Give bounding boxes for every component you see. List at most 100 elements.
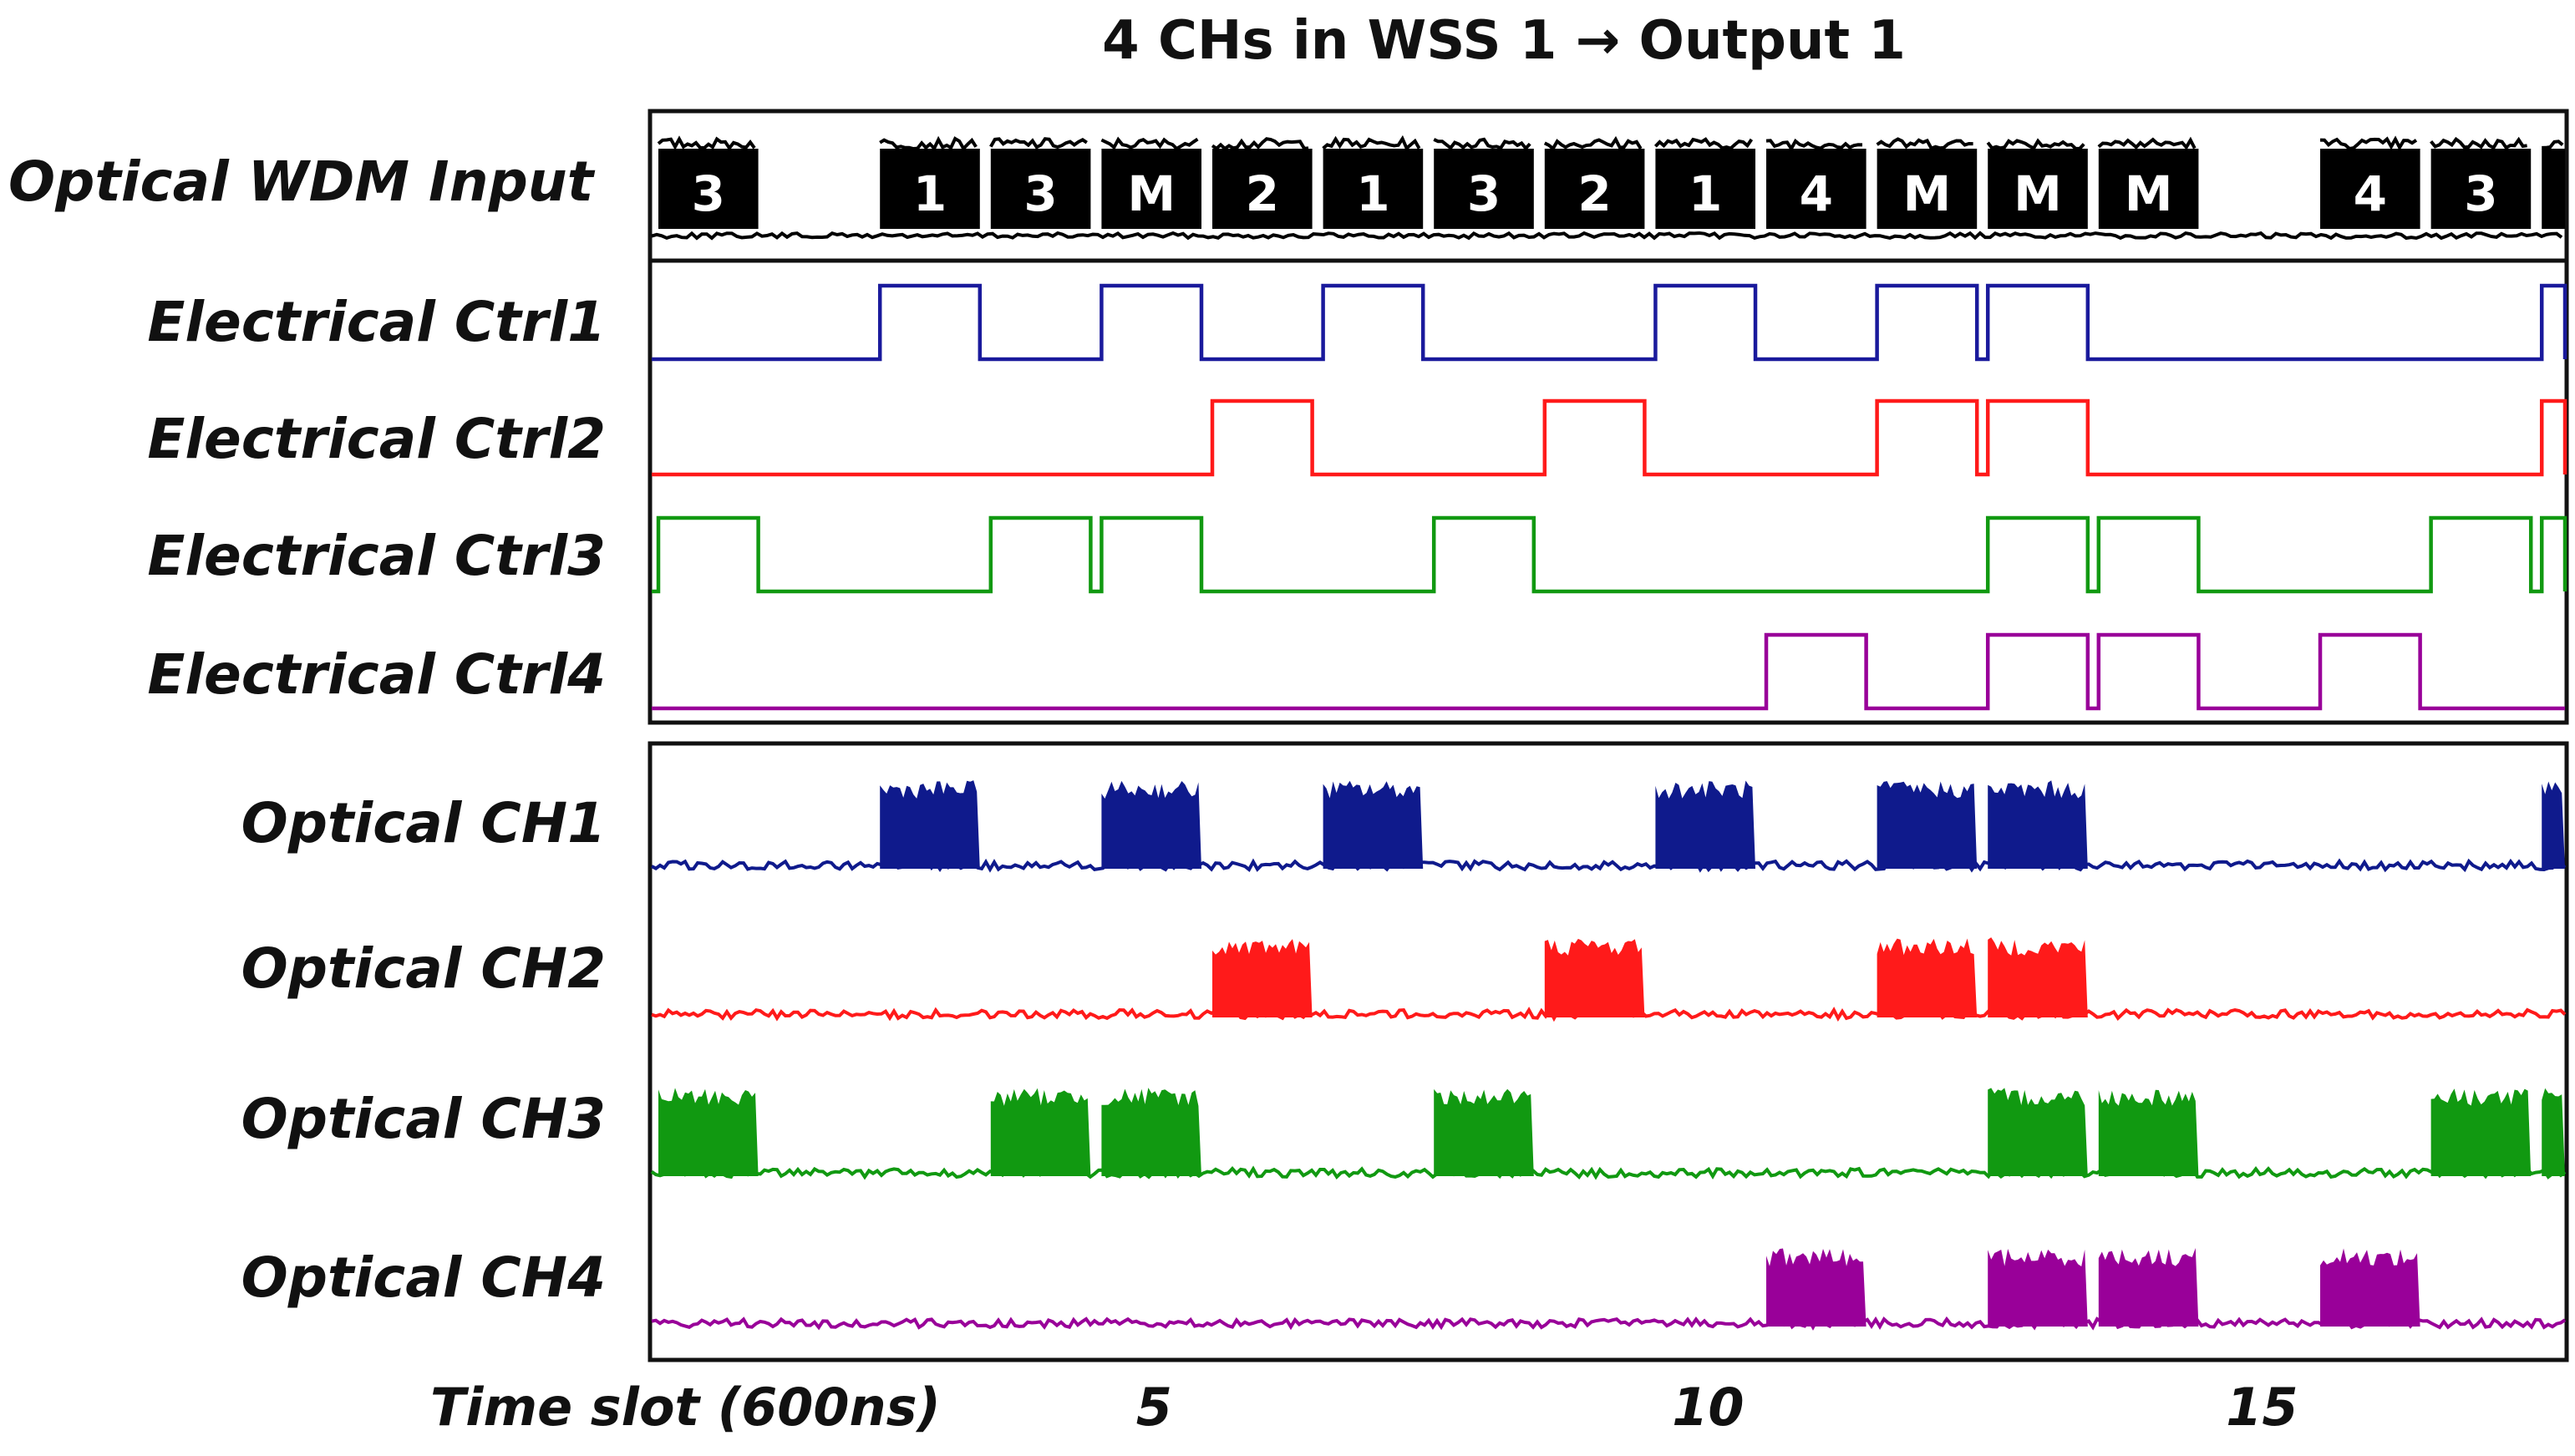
input-packet-noise	[2319, 135, 2418, 151]
wdm-input-trace: 3 1 3 M 2 1 3 2 1 4 M M M 4 3	[651, 134, 2565, 241]
input-packet-label: 2	[1577, 165, 1611, 222]
x-axis-label: Time slot (600ns)	[430, 1377, 941, 1438]
input-packet: 4	[1765, 138, 1866, 229]
input-packet-noise	[1543, 135, 1643, 151]
input-packet-noise	[1100, 136, 1199, 151]
input-packet-block	[2098, 149, 2199, 229]
input-packet-label: 4	[2354, 165, 2387, 222]
input-packet-block	[2430, 149, 2532, 229]
optical-ch3-burst	[1101, 1088, 1202, 1176]
input-packet-noise	[1986, 138, 2085, 151]
input-packet: 4	[2319, 135, 2420, 229]
optical-ch1-trace	[651, 780, 2567, 873]
optical-ch4-burst	[1766, 1248, 1866, 1327]
x-ticks: 5 10 15	[1136, 1377, 2298, 1438]
chart-title: 4 CHs in WSS 1 → Output 1	[1102, 10, 1906, 72]
row-label-electrical-ctrl4: Electrical Ctrl4	[147, 642, 606, 707]
optical-ch4-burst	[2320, 1248, 2420, 1327]
optical-ch1-burst	[1877, 781, 1978, 869]
row-label-electrical-ctrl3: Electrical Ctrl3	[147, 524, 606, 588]
input-packet: M	[1986, 138, 2088, 229]
optical-ch3-burst	[2098, 1089, 2199, 1176]
optical-ch1-burst	[880, 780, 980, 869]
input-packet-noise	[657, 135, 756, 151]
input-packet-noise	[2542, 140, 2564, 150]
row-label-wdm-input: Optical WDM Input	[8, 150, 596, 214]
optical-ch4-burst	[1988, 1249, 2088, 1327]
input-packet-noise	[1765, 138, 1863, 152]
optical-ch2-burst	[1877, 938, 1978, 1017]
input-packet-label: 1	[1689, 165, 1722, 222]
input-packet-noise	[1211, 137, 1309, 151]
input-packet-label: 2	[1246, 165, 1279, 222]
input-packet-noise	[1876, 137, 1973, 151]
input-packet-noise	[989, 137, 1088, 150]
optical-ch3-burst	[1988, 1088, 2088, 1176]
input-packet-label: 1	[1356, 165, 1389, 222]
input-packet-label: 3	[1467, 165, 1501, 222]
row-label-electrical-ctrl1: Electrical Ctrl1	[147, 290, 606, 354]
input-packet-noise	[1322, 134, 1421, 151]
optical-ch1-burst	[2542, 781, 2565, 869]
input-packet-noise	[2097, 136, 2197, 150]
input-packet-block	[990, 149, 1091, 229]
optical-ch2-burst	[1988, 937, 2088, 1017]
input-packet-noise	[2430, 136, 2527, 150]
input-packet-label: M	[1127, 165, 1176, 222]
input-packet-block	[1544, 149, 1645, 229]
input-packet	[2542, 140, 2565, 229]
optical-ch3-burst	[2542, 1088, 2565, 1176]
optical-ch4-baseline	[651, 1316, 2567, 1331]
optical-ch1-burst	[1101, 780, 1202, 869]
optical-traces	[650, 780, 2567, 1331]
optical-ch1-burst	[1988, 780, 2088, 869]
input-baseline	[651, 231, 2563, 241]
optical-ch2-burst	[1544, 938, 1645, 1017]
input-packet: M	[1100, 136, 1202, 229]
input-packet: 3	[1433, 137, 1534, 229]
input-packet-block	[2542, 149, 2565, 229]
row-labels: Optical WDM Input Electrical Ctrl1 Electri…	[8, 150, 606, 1310]
optical-ch2-trace	[651, 937, 2567, 1022]
input-packet: 1	[879, 135, 980, 229]
input-packet-block	[1655, 149, 1756, 229]
input-packet-noise	[879, 135, 978, 152]
input-packet-noise	[1433, 137, 1531, 151]
input-packet: 1	[1322, 134, 1424, 229]
input-packet: M	[1876, 137, 1978, 229]
optical-ch1-burst	[1323, 780, 1424, 869]
input-packet-block	[1988, 149, 2088, 229]
input-packet-label: 3	[2464, 165, 2497, 222]
input-packet: 3	[989, 137, 1091, 229]
optical-ch4-trace	[651, 1248, 2567, 1331]
electrical-ctrl2-trace	[652, 398, 2567, 477]
optical-ch3-baseline	[650, 1165, 2567, 1180]
optical-ch3-burst	[658, 1088, 759, 1176]
row-label-optical-ch4: Optical CH4	[241, 1245, 606, 1310]
input-packet-block	[1766, 149, 1866, 229]
input-packet-label: M	[2014, 165, 2062, 222]
x-tick-label: 10	[1672, 1377, 1744, 1438]
input-packet-noise	[1653, 137, 1754, 150]
input-packet-block	[1212, 149, 1313, 229]
input-packet-block	[880, 149, 980, 229]
optical-ch4-burst	[2098, 1248, 2199, 1327]
electrical-ctrl4-trace	[652, 632, 2565, 711]
electrical-ctrl3-trace	[652, 515, 2567, 594]
input-packet: 2	[1211, 137, 1313, 229]
input-packet-label: M	[1903, 165, 1952, 222]
row-label-optical-ch3: Optical CH3	[241, 1087, 606, 1151]
input-packet-label: 3	[1023, 165, 1057, 222]
optical-ch2-burst	[1212, 939, 1313, 1017]
input-packet-label: M	[2125, 165, 2173, 222]
input-packet: 2	[1543, 135, 1645, 229]
optical-ch1-burst	[1655, 780, 1756, 869]
row-label-electrical-ctrl2: Electrical Ctrl2	[147, 407, 606, 471]
electrical-ctrl1-trace	[652, 283, 2567, 362]
input-packet: 3	[657, 135, 759, 229]
input-packet-block	[1877, 149, 1978, 229]
control-traces	[652, 283, 2567, 711]
input-packet-label: 3	[692, 165, 725, 222]
x-tick-label: 15	[2226, 1377, 2298, 1438]
